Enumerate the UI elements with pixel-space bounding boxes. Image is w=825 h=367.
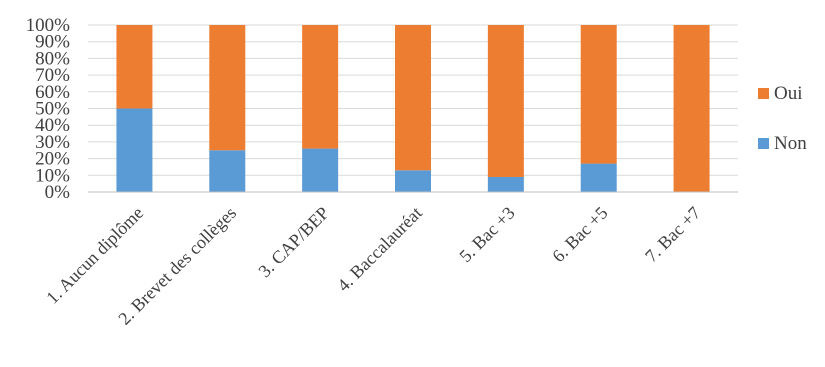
legend-label-non: Non	[774, 133, 807, 154]
x-tick-label: 4. Baccalauréat	[333, 203, 426, 296]
y-tick-label: 60%	[35, 82, 70, 103]
bar-non-6	[580, 163, 617, 192]
bar-non-2	[209, 150, 246, 192]
y-tick-label: 40%	[35, 115, 70, 136]
bar-non-4	[395, 170, 431, 192]
x-tick-label: 6. Bac +5	[548, 203, 611, 266]
x-tick-label: 7. Bac +7	[641, 203, 704, 266]
bar-oui-3	[302, 25, 339, 149]
x-tick-label: 5. Bac +3	[455, 203, 518, 266]
y-tick-label: 50%	[35, 99, 70, 120]
bar-non-3	[302, 148, 339, 192]
y-tick-label: 80%	[35, 48, 70, 69]
legend-swatch-oui	[758, 88, 769, 99]
y-tick-label: 20%	[35, 149, 70, 170]
bar-oui-5	[487, 25, 524, 177]
y-tick-label: 70%	[35, 65, 70, 86]
bars	[116, 25, 710, 192]
legend-label-oui: Oui	[774, 83, 803, 104]
y-tick-label: 10%	[35, 165, 70, 186]
y-tick-label: 0%	[45, 182, 71, 203]
bar-oui-2	[209, 25, 246, 151]
y-tick-label: 100%	[26, 15, 71, 36]
legend: Oui Non	[758, 83, 807, 154]
legend-swatch-non	[758, 138, 769, 149]
x-tick-label: 3. CAP/BEP	[254, 203, 333, 282]
x-tick-label: 1. Aucun diplôme	[42, 203, 147, 308]
bar-oui-7	[673, 25, 710, 192]
y-tick-label: 90%	[35, 32, 70, 53]
bar-non-5	[487, 176, 524, 192]
bar-oui-1	[116, 25, 153, 109]
bar-oui-6	[580, 25, 617, 164]
bar-non-1	[116, 108, 153, 192]
bar-oui-4	[395, 25, 431, 171]
y-tick-label: 30%	[35, 132, 70, 153]
y-axis-tick-labels: 0%10%20%30%40%50%60%70%80%90%100%	[26, 15, 71, 203]
